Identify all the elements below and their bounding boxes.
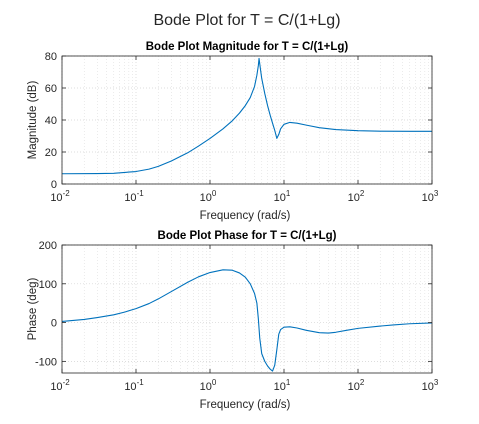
phase-y-tick-label: 0 xyxy=(51,318,57,330)
phase-x-tick-label: 10-2 xyxy=(50,378,70,393)
magnitude-y-tick-label: 20 xyxy=(45,147,57,159)
phase-x-tick-label: 103 xyxy=(422,378,439,393)
phase-y-tick-label: 200 xyxy=(39,240,57,252)
phase-axes-box xyxy=(61,244,433,374)
magnitude-plot-area xyxy=(62,56,432,184)
magnitude-y-tick-label: 0 xyxy=(51,179,57,191)
phase-plot-area xyxy=(62,245,432,373)
phase-series-line xyxy=(62,269,432,372)
magnitude-x-tick-label: 10-1 xyxy=(124,189,144,204)
magnitude-y-tick-label: 40 xyxy=(45,115,57,127)
figure-title: Bode Plot for T = C/(1+Lg) xyxy=(153,12,340,29)
phase-axes: 10-2 10-1 100 101 102 103 -100 0 100 200 Bode Plot… xyxy=(27,230,439,411)
magnitude-y-tick-label: 60 xyxy=(45,83,57,95)
magnitude-x-tick-label: 103 xyxy=(422,189,439,204)
magnitude-x-axis-label: Frequency (rad/s) xyxy=(200,210,291,222)
magnitude-x-tick-label: 101 xyxy=(274,189,291,204)
magnitude-x-tick-label: 102 xyxy=(348,189,365,204)
magnitude-x-tick-label: 100 xyxy=(200,189,217,204)
magnitude-y-axis-label: Magnitude (dB) xyxy=(27,81,39,160)
magnitude-y-tick-label: 80 xyxy=(45,51,57,63)
magnitude-series-line xyxy=(62,57,432,175)
magnitude-title: Bode Plot Magnitude for T = C/(1+Lg) xyxy=(146,41,349,53)
phase-y-tick-label: 100 xyxy=(39,279,57,291)
phase-y-tick-label: -100 xyxy=(35,356,57,368)
phase-x-tick-label: 10-1 xyxy=(124,378,144,393)
phase-x-axis-label: Frequency (rad/s) xyxy=(200,399,291,411)
phase-x-tick-label: 100 xyxy=(200,378,217,393)
magnitude-x-tick-label: 10-2 xyxy=(50,189,70,204)
magnitude-axes: 10-2 10-1 100 101 102 103 0 20 40 60 80 Bode Plot M… xyxy=(27,41,439,222)
phase-x-tick-label: 102 xyxy=(348,378,365,393)
phase-x-tick-label: 101 xyxy=(274,378,291,393)
phase-title: Bode Plot Phase for T = C/(1+Lg) xyxy=(158,230,337,242)
phase-y-axis-label: Phase (deg) xyxy=(27,278,39,341)
